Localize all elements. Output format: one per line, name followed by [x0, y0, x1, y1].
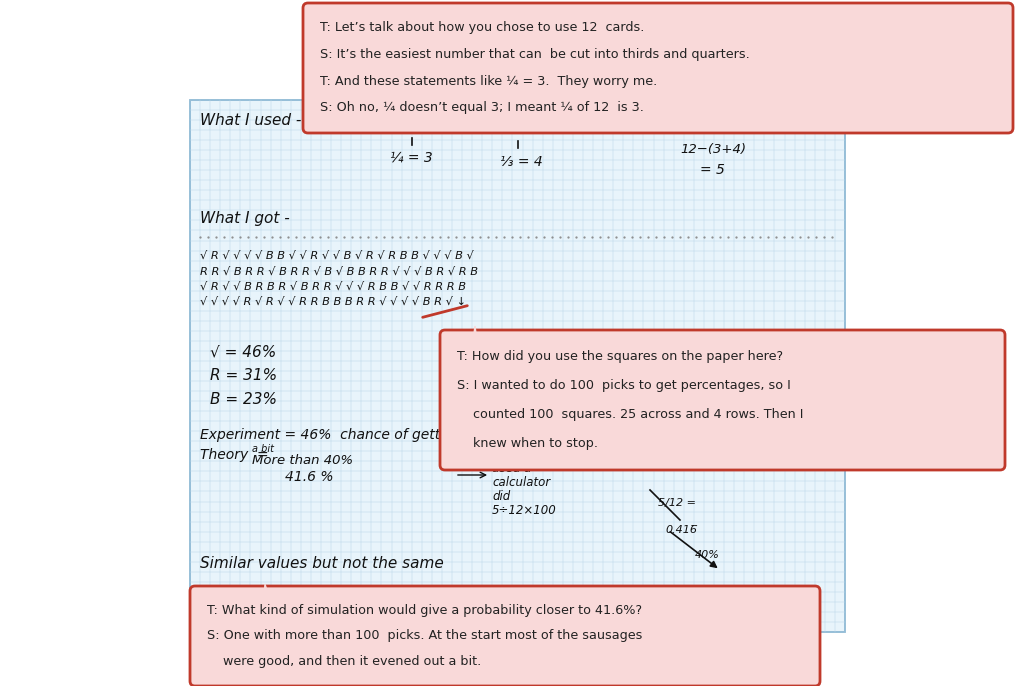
Text: R R √ B R R √ B R R √ B √ B B R R √ √ √ B R √ R B: R R √ B R R √ B R R √ B √ B B R R √ √ √ … — [200, 267, 478, 277]
FancyBboxPatch shape — [303, 3, 1013, 133]
FancyBboxPatch shape — [190, 100, 845, 632]
Text: S: It’s the easiest number that can  be cut into thirds and quarters.: S: It’s the easiest number that can be c… — [320, 48, 750, 61]
Text: √ = 46%: √ = 46% — [210, 344, 276, 359]
Text: = 5: = 5 — [700, 163, 724, 177]
Polygon shape — [455, 334, 495, 465]
Polygon shape — [257, 584, 293, 678]
Text: counted 100  squares. 25 across and 4 rows. Then I: counted 100 squares. 25 across and 4 row… — [457, 408, 804, 421]
Text: 41.6 %: 41.6 % — [285, 470, 333, 484]
Text: used a: used a — [492, 462, 531, 475]
Polygon shape — [355, 127, 395, 128]
Text: calculator: calculator — [492, 475, 551, 488]
FancyBboxPatch shape — [440, 330, 1005, 470]
Text: ¼ = 3: ¼ = 3 — [390, 151, 433, 165]
Polygon shape — [457, 326, 493, 462]
Text: 0.416̅: 0.416̅ — [665, 525, 697, 535]
Text: Theory  =: Theory = — [200, 448, 269, 462]
Text: Experiment = 46%  chance of getting  a good sausage: Experiment = 46% chance of getting a goo… — [200, 428, 579, 442]
Text: What I used - 12 cards marked burnt, raw or good!: What I used - 12 cards marked burnt, raw… — [200, 113, 589, 128]
FancyBboxPatch shape — [190, 586, 820, 686]
Text: √ √ √ √ R √ R √ √ R R B B B R R √ √ √ √ B R √ ↓: √ √ √ √ R √ R √ √ R R B B B R R √ √ √ √ … — [200, 297, 466, 307]
Text: T: And these statements like ¼ = 3.  They worry me.: T: And these statements like ¼ = 3. They… — [320, 75, 658, 88]
Text: did: did — [492, 490, 510, 504]
Polygon shape — [255, 592, 295, 681]
Text: 5÷12×100: 5÷12×100 — [492, 504, 557, 517]
Text: a bit: a bit — [252, 444, 274, 454]
Text: What I got -: What I got - — [200, 211, 290, 226]
Text: knew when to stop.: knew when to stop. — [457, 437, 598, 450]
Text: B = 23%: B = 23% — [210, 392, 277, 407]
Text: 40%: 40% — [695, 550, 720, 560]
Text: √ R √ √ B R B R √ B R R √ √ √ R B B √ √ R R R B: √ R √ √ B R B R √ B R R √ √ √ R B B √ √ … — [200, 282, 466, 292]
Text: √ R √ √ √ √ B B √ √ R √ √ B √ R √ R B B √ √ √ B √: √ R √ √ √ √ B B √ √ R √ √ B √ R √ R B B … — [200, 251, 473, 261]
Text: R = 31%: R = 31% — [210, 368, 277, 383]
Polygon shape — [357, 119, 393, 125]
Text: 12−(3+4): 12−(3+4) — [680, 143, 746, 156]
Text: S: Oh no, ¼ doesn’t equal 3; I meant ¼ of 12  is 3.: S: Oh no, ¼ doesn’t equal 3; I meant ¼ o… — [320, 102, 644, 115]
Text: 5/12 =: 5/12 = — [658, 498, 696, 508]
Text: T: How did you use the squares on the paper here?: T: How did you use the squares on the pa… — [457, 350, 783, 363]
Text: were good, and then it evened out a bit.: were good, and then it evened out a bit. — [207, 655, 482, 668]
Text: Similar values but not the same: Similar values but not the same — [200, 556, 443, 571]
Text: S: I wanted to do 100  picks to get percentages, so I: S: I wanted to do 100 picks to get perce… — [457, 379, 791, 392]
Text: T: Let’s talk about how you chose to use 12  cards.: T: Let’s talk about how you chose to use… — [320, 21, 644, 34]
Text: T: What kind of simulation would give a probability closer to 41.6%?: T: What kind of simulation would give a … — [207, 604, 642, 617]
Text: ⅓ = 4: ⅓ = 4 — [500, 155, 542, 169]
Text: More than 40%: More than 40% — [252, 453, 353, 466]
Text: S: One with more than 100  picks. At the start most of the sausages: S: One with more than 100 picks. At the … — [207, 630, 642, 643]
